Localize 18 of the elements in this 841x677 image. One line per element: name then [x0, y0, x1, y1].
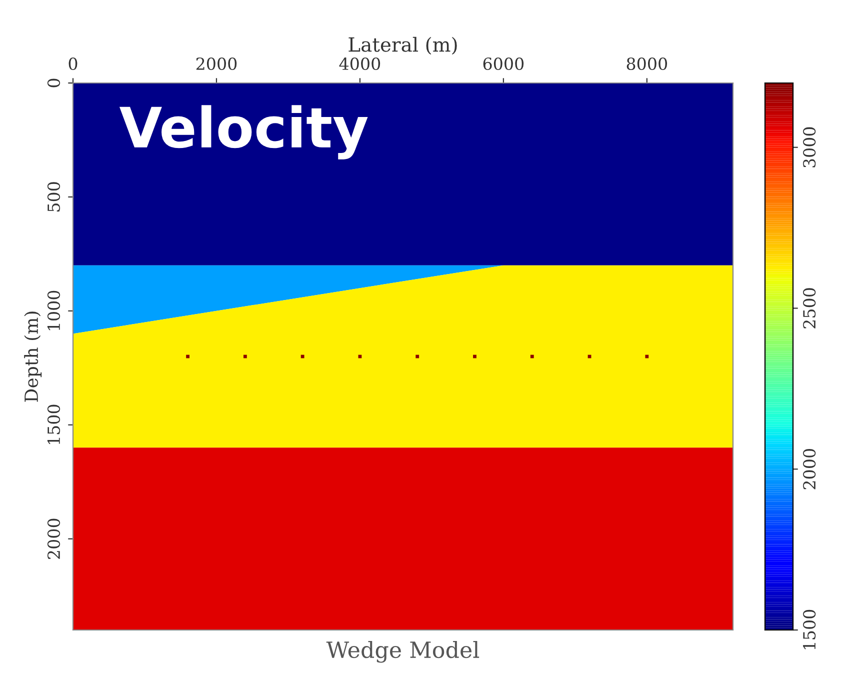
y-tick-label: 0	[47, 78, 60, 88]
x-tick-label: 0	[68, 57, 78, 70]
text: Wedge Model	[326, 640, 480, 663]
y-tick-label: 1000	[47, 290, 60, 330]
x-tick-label: 6000	[483, 57, 524, 70]
x-tick-label: 2000	[196, 57, 237, 70]
y-tick-label: 2000	[47, 518, 60, 559]
y-axis-title: Depth (m)	[24, 312, 42, 402]
y-tick-label: 500	[47, 182, 60, 212]
x-tick-label: 8000	[626, 57, 668, 70]
annotation: Velocity	[119, 105, 368, 160]
color-bar-label: 3000	[803, 127, 816, 168]
color-bar-label: 2000	[803, 449, 816, 490]
color-bar-label: 1500	[803, 610, 816, 650]
x-axis-title: Lateral (m)	[348, 36, 457, 55]
x-tick-label: 4000	[339, 57, 380, 70]
y-tick-label: 1500	[47, 404, 60, 444]
color-bar-label: 2500	[803, 288, 816, 328]
